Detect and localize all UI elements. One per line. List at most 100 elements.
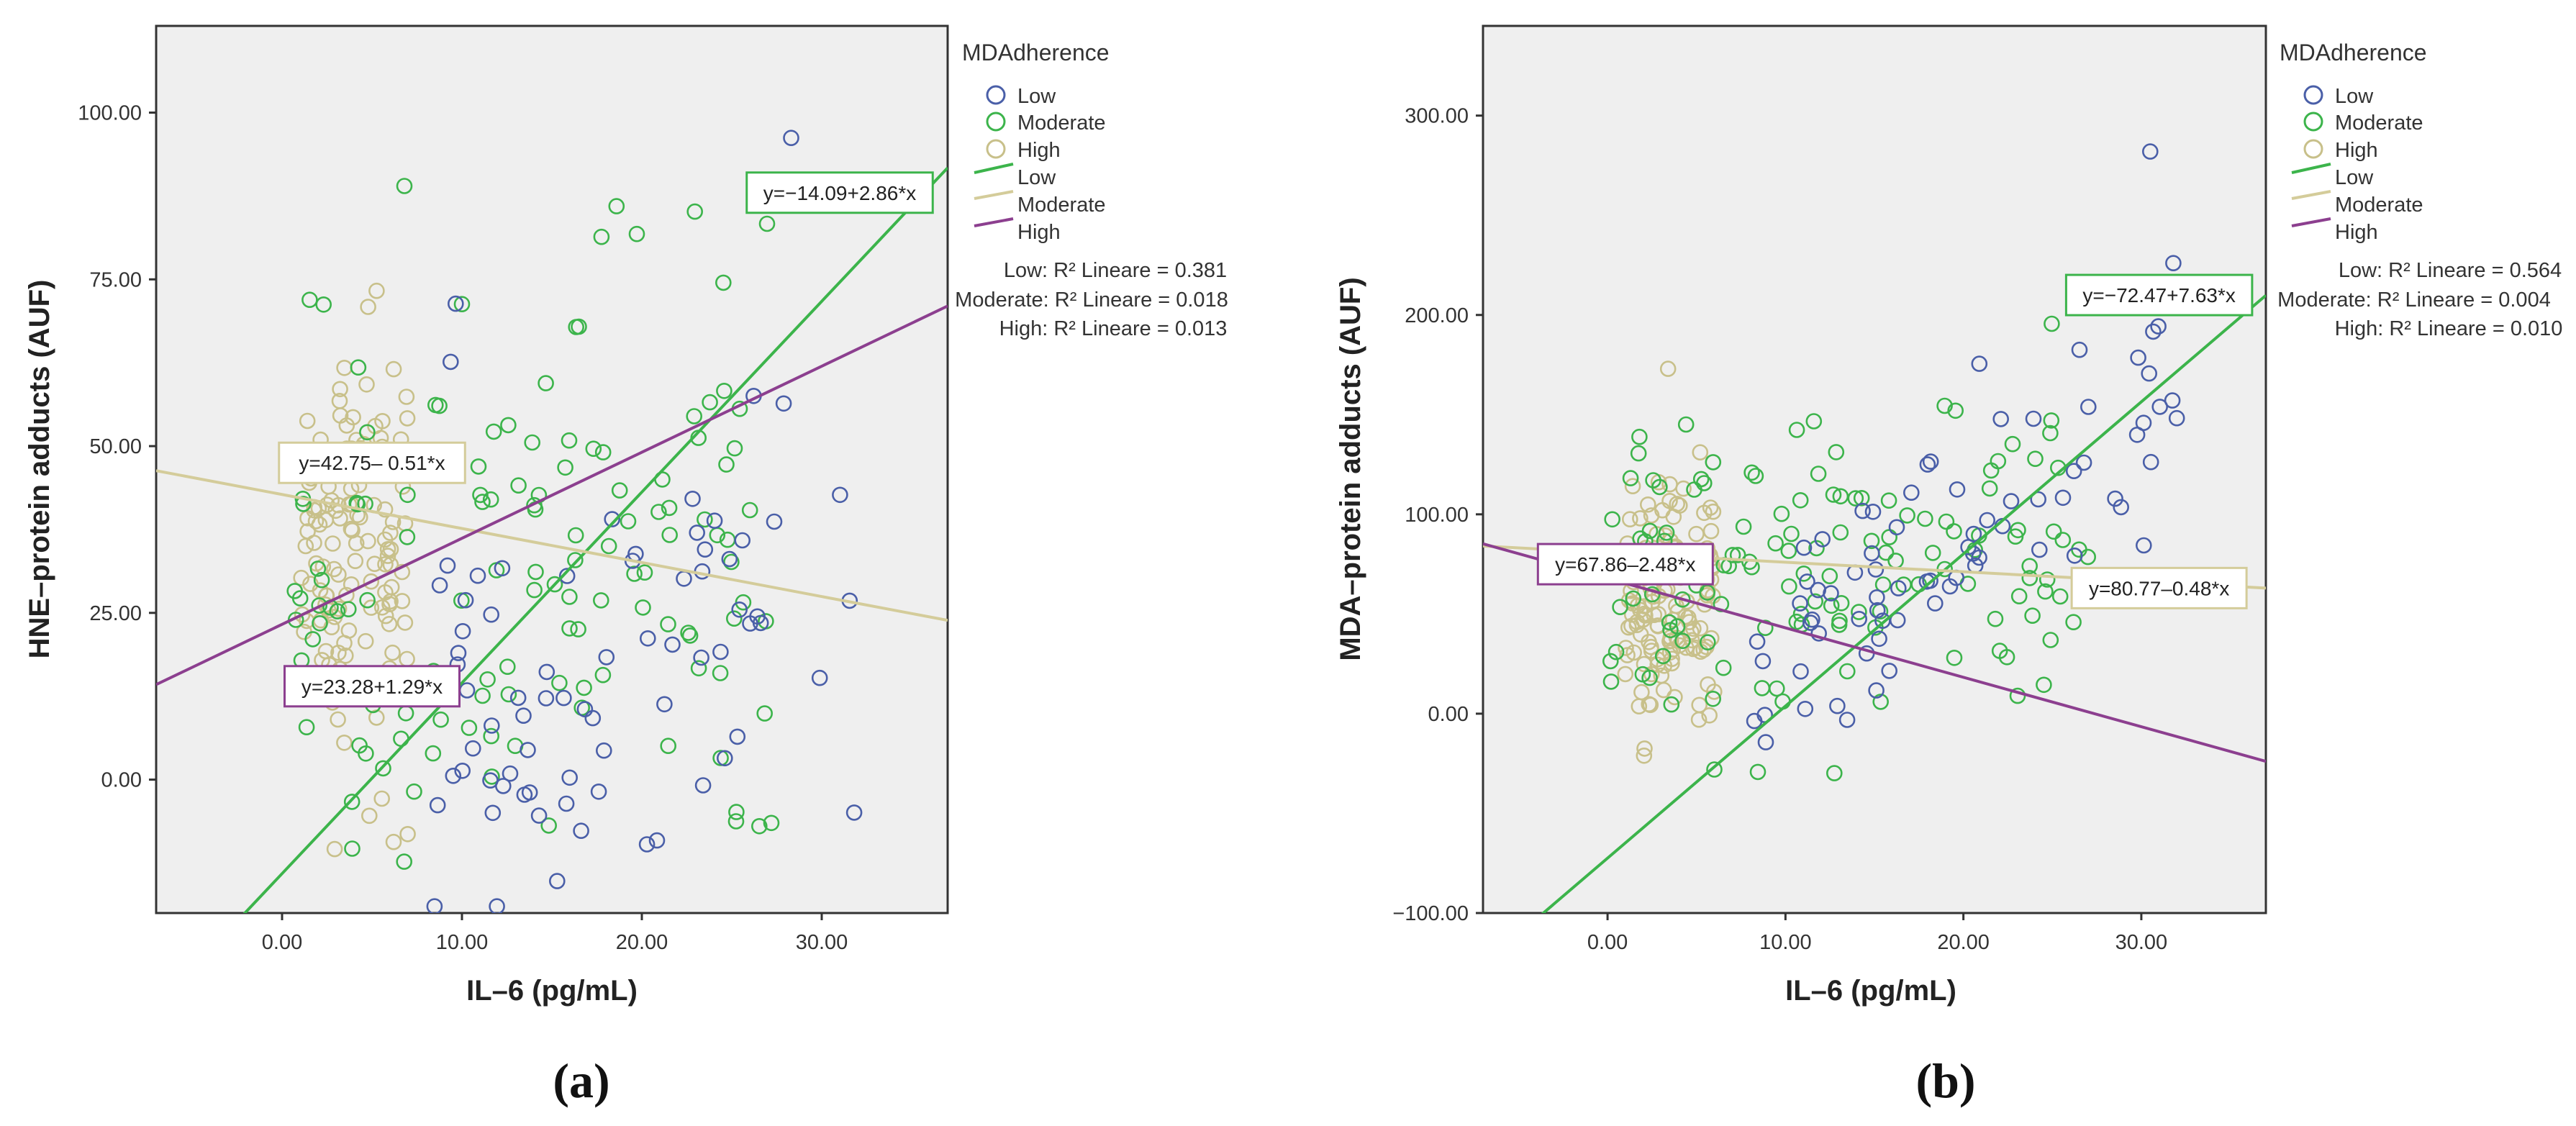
point-low [558,568,576,584]
point-high [348,535,365,552]
point-low [515,707,532,725]
point-high [1636,748,1653,764]
point-moderate [1792,491,1809,509]
point-moderate [1832,488,1849,505]
point-low [584,709,602,727]
point-moderate [1724,547,1741,563]
point-low [845,804,863,821]
point-moderate [702,394,718,411]
point-low [454,622,471,640]
point-low [2113,499,2129,516]
point-low [1922,572,1938,589]
point-high [1642,696,1659,714]
point-high [399,410,416,427]
legend-line-high-label-b: High [2335,221,2378,244]
point-moderate [681,627,699,644]
point-moderate [500,417,517,434]
point-moderate [1990,453,2007,470]
point-moderate [661,527,679,543]
point-moderate [2051,588,2069,605]
panel-caption-a: (a) [553,1053,609,1108]
point-moderate [1788,422,1805,438]
point-low [2025,410,2042,427]
legend-r2-low-a: Low: R² Lineare = 0.381 [1004,259,1227,282]
point-moderate [304,631,322,648]
point-moderate [2054,532,2072,548]
equation-label-moderate: y=80.77–0.48*x [2070,566,2248,609]
point-moderate [1936,397,1953,414]
point-high [343,520,360,537]
point-low [721,550,738,568]
legend-marker-low-label-a: Low [1017,85,1056,108]
point-moderate [485,423,502,440]
point-high [1640,496,1656,513]
point-moderate [1924,545,1941,561]
point-low [775,395,792,412]
point-low [639,630,656,647]
ticks-b: −100.00 0.00 100.00 200.00 300.00 0.00 10.00 20… [1392,105,2167,954]
point-high [385,360,402,378]
point-moderate [594,666,612,684]
point-moderate [483,727,500,745]
point-moderate [396,853,413,870]
x-tick-label: 30.00 [2115,931,2168,954]
point-low [555,689,572,707]
point-moderate [1825,486,1842,503]
legend-r2-low-b: Low: R² Lineare = 0.564 [2339,259,2562,282]
point-moderate [1743,464,1760,481]
point-high [1636,598,1653,614]
point-moderate [399,486,416,504]
y-tick-label: 50.00 [89,435,142,458]
point-low [1757,734,1774,750]
point-moderate [1773,505,1790,522]
point-low [1802,614,1819,631]
point-high [363,599,380,616]
point-low [2145,323,2162,340]
fit-line-high [156,304,948,686]
point-low [1871,630,1887,648]
point-high [374,412,391,430]
point-low [558,795,575,812]
point-high [1675,480,1692,497]
equation-text: y=−14.09+2.86*x [763,182,917,204]
fit-line-low [1541,294,2266,913]
x-tick-label: 10.00 [1759,931,1812,954]
point-low [783,130,799,146]
point-low [590,784,607,800]
point-moderate [585,440,602,458]
legend-r2-high-b: High: R² Lineare = 0.010 [2335,317,2563,340]
y-tick-label: 75.00 [89,268,142,291]
point-high [394,563,411,581]
point-low [573,822,589,839]
point-low [530,807,548,824]
point-low [1829,697,1846,714]
point-moderate [1700,634,1716,651]
point-low [494,560,511,577]
point-moderate [540,817,558,834]
point-moderate [359,591,376,609]
point-low [2107,490,2123,507]
point-low [1965,525,1982,542]
point-moderate [1880,492,1897,509]
point-moderate [1715,659,1732,676]
point-low [1927,595,1944,612]
point-low [1949,481,1966,498]
fit-lines-a [156,166,948,913]
point-moderate [425,745,442,762]
point-low [749,608,766,625]
point-moderate [626,566,643,582]
point-moderate [561,620,578,637]
equation-text: y=−72.47+7.63*x [2082,284,2236,307]
point-low [697,541,714,558]
legend-marker-moderate-b [2303,112,2323,132]
point-moderate [1839,663,1856,680]
point-moderate [570,621,586,637]
legend-marker-low-label-b: Low [2335,85,2374,108]
point-low [548,873,566,889]
point-moderate [2004,435,2021,453]
point-low [2003,493,2020,509]
point-low [2136,537,2152,554]
point-moderate [312,614,328,632]
point-moderate [715,274,732,291]
point-moderate [726,440,743,457]
